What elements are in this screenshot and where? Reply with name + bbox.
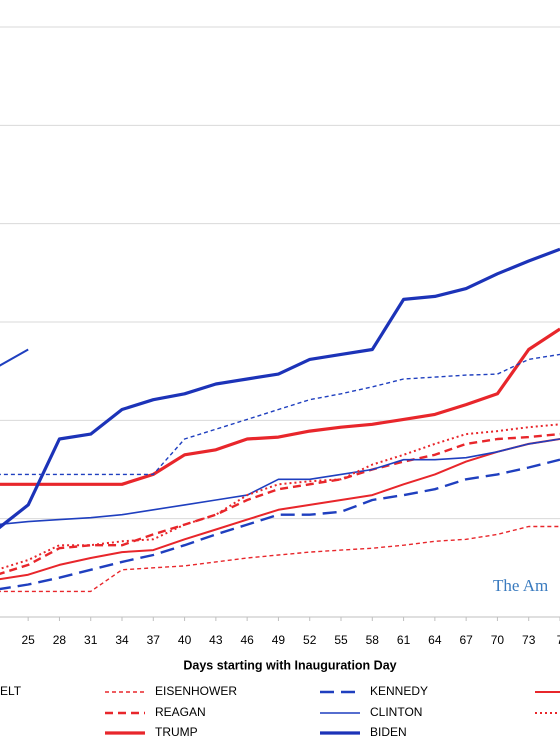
series-line bbox=[0, 458, 560, 591]
x-tick-label: 67 bbox=[459, 633, 473, 647]
x-tick-label: 73 bbox=[522, 633, 536, 647]
legend: ELT EISENHOWER KENNEDY REAGAN CLINTON TRUMP BI… bbox=[0, 684, 560, 739]
x-tick-label: 43 bbox=[209, 633, 223, 647]
x-tick-label: 40 bbox=[178, 633, 192, 647]
annotation: The Am bbox=[493, 576, 548, 595]
series-line bbox=[0, 348, 29, 367]
legend-label: KENNEDY bbox=[370, 684, 428, 698]
x-tick-label: 2 bbox=[0, 633, 1, 647]
legend-label: ELT bbox=[0, 684, 22, 698]
legend-label: CLINTON bbox=[370, 705, 422, 719]
x-tick-label: 52 bbox=[303, 633, 317, 647]
legend-label: REAGAN bbox=[155, 705, 206, 719]
legend-label: BIDEN bbox=[370, 725, 407, 739]
series-line bbox=[0, 525, 560, 593]
legend-label: TRUMP bbox=[155, 725, 198, 739]
x-tick-label: 25 bbox=[21, 633, 35, 647]
x-tick-label: 46 bbox=[240, 633, 254, 647]
series-line bbox=[0, 247, 560, 530]
series-line bbox=[0, 353, 560, 476]
legend-label: EISENHOWER bbox=[155, 684, 237, 698]
x-tick-label: 34 bbox=[115, 633, 129, 647]
plot-area bbox=[0, 247, 560, 593]
series-line bbox=[0, 438, 560, 581]
x-tick-label: 70 bbox=[491, 633, 505, 647]
x-tick-label: 28 bbox=[53, 633, 67, 647]
x-tick-label: 37 bbox=[147, 633, 161, 647]
x-tick-label: 49 bbox=[272, 633, 286, 647]
x-tick-label: 58 bbox=[366, 633, 380, 647]
x-tick-label: 64 bbox=[428, 633, 442, 647]
x-tick-label: 31 bbox=[84, 633, 98, 647]
series-line bbox=[0, 423, 560, 570]
x-axis-label: Days starting with Inauguration Day bbox=[183, 658, 396, 672]
series-line bbox=[0, 327, 560, 486]
x-tick-label: 55 bbox=[334, 633, 348, 647]
series-line bbox=[0, 438, 560, 526]
x-tick-label: 61 bbox=[397, 633, 411, 647]
x-tick-label: 7 bbox=[557, 633, 560, 647]
grid bbox=[0, 26, 560, 621]
